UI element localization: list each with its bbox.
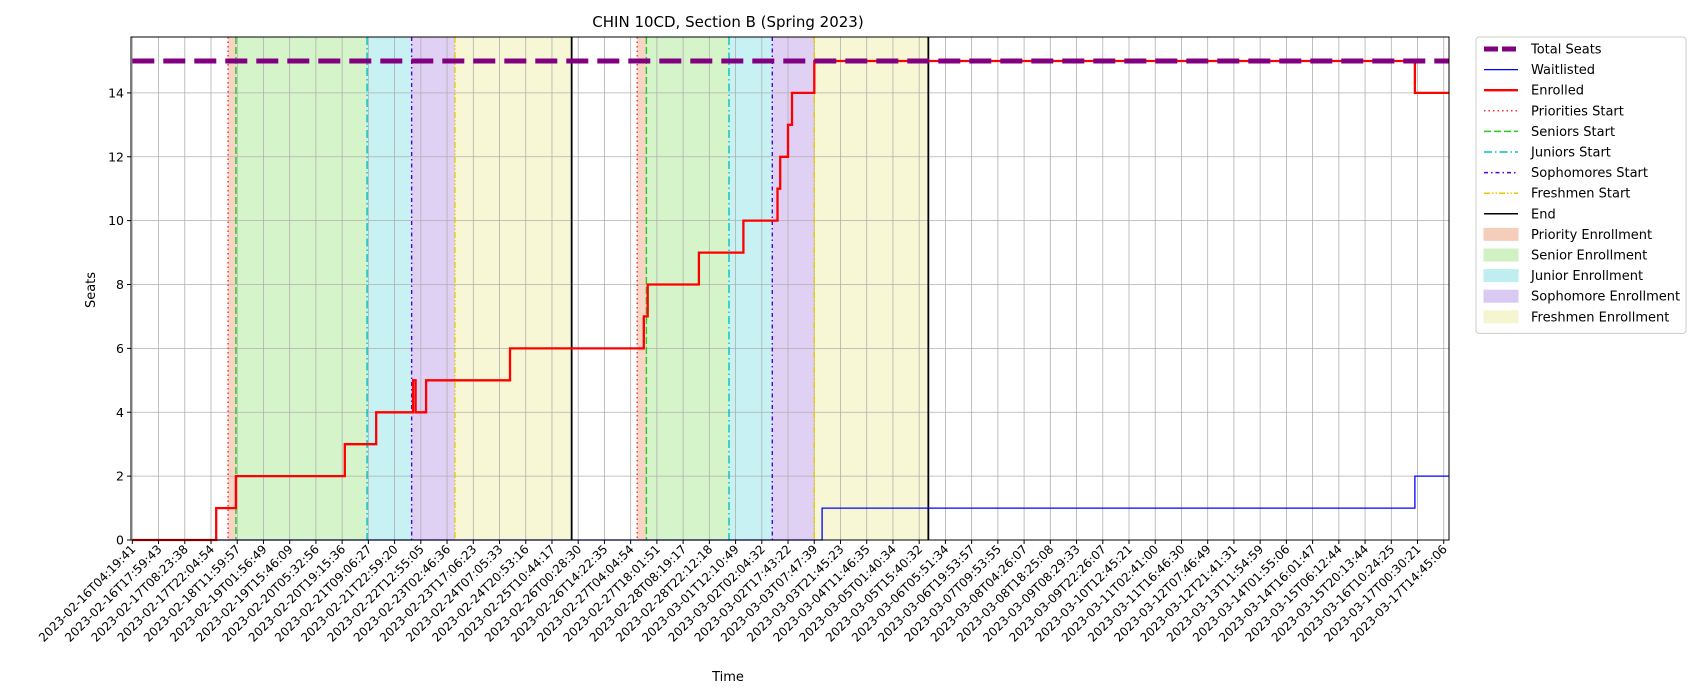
legend-label: Junior Enrollment (1530, 269, 1643, 284)
legend-swatch (1483, 310, 1519, 324)
legend-label: Sophomore Enrollment (1531, 290, 1680, 305)
legend-label: Freshmen Start (1531, 187, 1630, 202)
legend-label: Priority Enrollment (1531, 228, 1652, 243)
shaded-period (646, 37, 730, 540)
y-tick-label: 2 (116, 469, 124, 484)
shaded-period (411, 37, 455, 540)
shaded-period (228, 37, 236, 540)
legend-swatch (1483, 248, 1519, 262)
legend-label: Freshmen Enrollment (1531, 310, 1669, 325)
legend: Total Seats Waitlisted Enrolled Priorities … (1475, 36, 1687, 334)
y-axis-label: Seats (84, 272, 99, 308)
chart-title: CHIN 10CD, Section B (Spring 2023) (592, 13, 863, 31)
x-axis-label: Time (711, 670, 744, 685)
series-line (132, 59, 1449, 542)
shaded-period (367, 37, 412, 540)
y-tick-label: 14 (108, 85, 124, 100)
y-tick-label: 6 (116, 341, 124, 356)
legend-swatch (1483, 269, 1519, 283)
plot-area: 024681012142023-02-16T04:19:412023-02-16… (36, 36, 1450, 645)
legend-label: Juniors Start (1530, 146, 1611, 161)
shaded-period (729, 37, 773, 540)
y-tick-label: 4 (116, 405, 124, 420)
axes-frame (130, 36, 1450, 541)
shaded-period (814, 37, 929, 540)
legend-box (1475, 36, 1687, 334)
legend-label: Waitlisted (1531, 63, 1595, 78)
shaded-period (235, 37, 368, 540)
legend-swatch (1483, 227, 1519, 241)
legend-swatch (1483, 289, 1519, 303)
legend-label: Senior Enrollment (1531, 249, 1647, 264)
legend-label: End (1531, 207, 1556, 222)
legend-label: Sophomores Start (1531, 166, 1648, 181)
legend-label: Seniors Start (1531, 125, 1615, 140)
legend-label: Total Seats (1530, 43, 1602, 58)
shaded-period (454, 37, 572, 540)
legend-label: Priorities Start (1531, 104, 1624, 119)
y-tick-label: 12 (108, 149, 124, 164)
shaded-period (637, 37, 647, 540)
legend-label: Enrolled (1531, 84, 1584, 99)
y-tick-label: 10 (108, 213, 124, 228)
y-tick-label: 8 (116, 277, 124, 292)
y-tick-label: 0 (116, 533, 124, 548)
shaded-period (772, 37, 815, 540)
